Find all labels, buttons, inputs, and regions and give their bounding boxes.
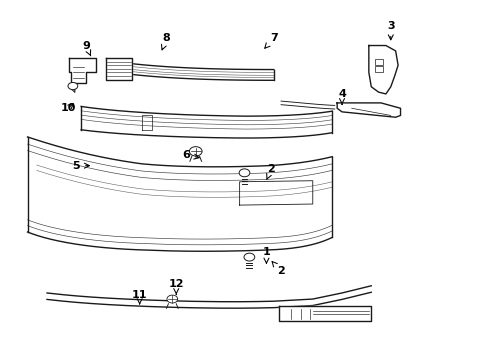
Text: 9: 9	[82, 41, 91, 56]
Text: 2: 2	[266, 164, 275, 180]
Polygon shape	[278, 306, 370, 320]
Text: 5: 5	[72, 161, 89, 171]
Text: 11: 11	[132, 291, 147, 304]
Polygon shape	[27, 137, 331, 251]
FancyBboxPatch shape	[374, 66, 382, 72]
Circle shape	[189, 147, 202, 156]
Text: 10: 10	[60, 103, 76, 113]
FancyBboxPatch shape	[374, 59, 382, 65]
Polygon shape	[281, 101, 334, 109]
Text: 2: 2	[271, 261, 285, 276]
Polygon shape	[47, 286, 370, 308]
Circle shape	[166, 295, 177, 303]
Text: 12: 12	[168, 279, 183, 294]
Text: 7: 7	[264, 33, 277, 48]
Polygon shape	[368, 45, 397, 94]
Polygon shape	[81, 107, 331, 138]
Circle shape	[239, 169, 249, 177]
Polygon shape	[336, 103, 400, 117]
Polygon shape	[69, 58, 96, 83]
Polygon shape	[105, 58, 132, 80]
Circle shape	[68, 82, 78, 90]
Text: 1: 1	[262, 247, 270, 263]
Text: 3: 3	[386, 21, 394, 40]
Circle shape	[244, 253, 254, 261]
Polygon shape	[130, 63, 273, 80]
Text: 4: 4	[337, 89, 345, 104]
Text: 6: 6	[182, 150, 199, 160]
Text: 8: 8	[161, 33, 170, 50]
